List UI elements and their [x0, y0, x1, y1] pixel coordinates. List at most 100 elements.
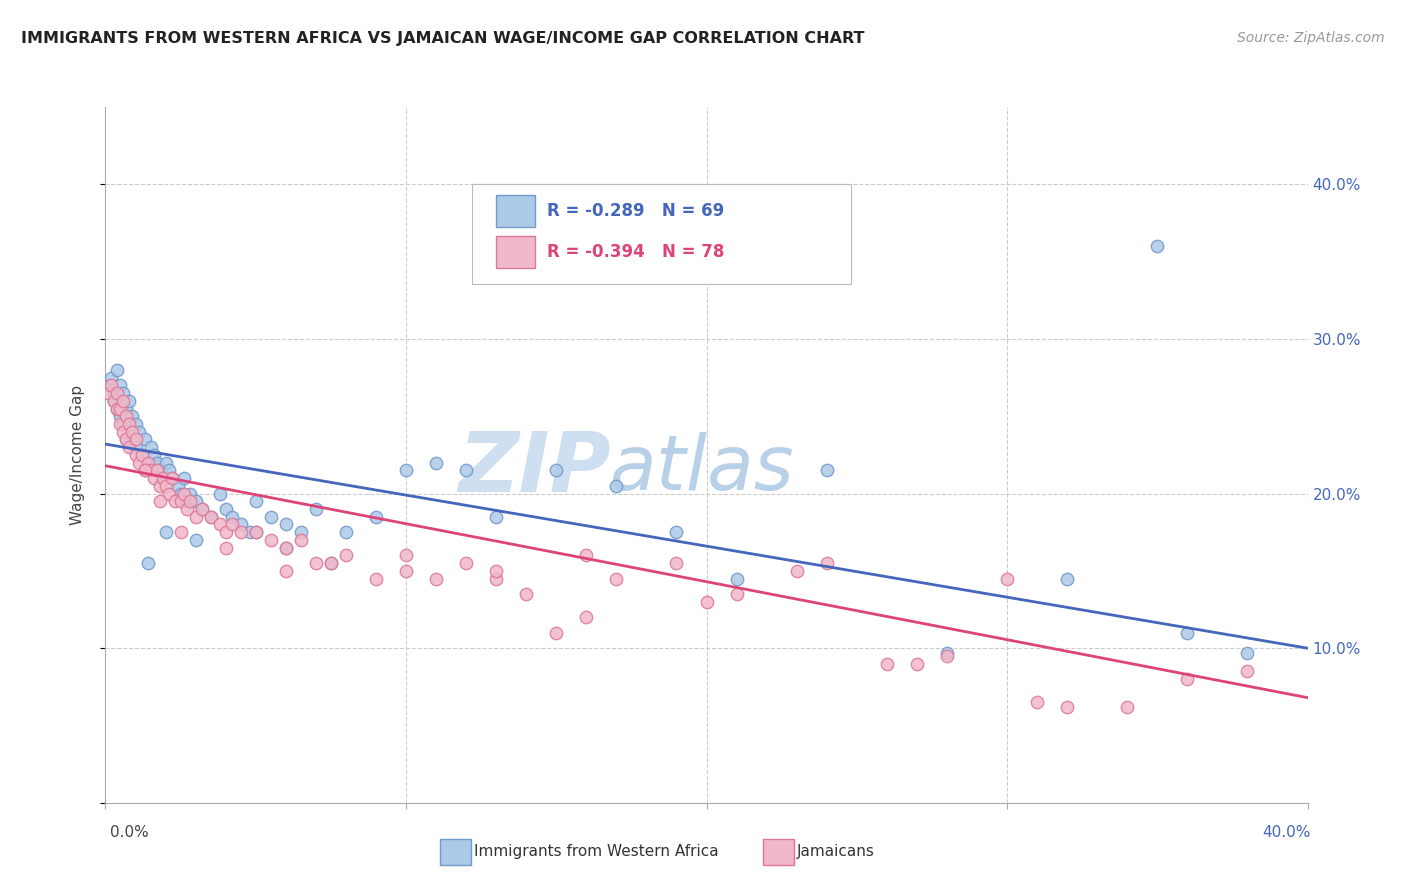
- Point: [131, 448, 153, 462]
- Point: [214, 541, 236, 555]
- Point: [157, 486, 180, 500]
- Point: [305, 502, 328, 516]
- Point: [173, 486, 195, 500]
- Point: [1146, 239, 1168, 253]
- Point: [260, 509, 283, 524]
- Point: [176, 502, 198, 516]
- Point: [425, 572, 447, 586]
- Point: [335, 525, 357, 540]
- Point: [157, 463, 180, 477]
- Point: [118, 440, 141, 454]
- FancyBboxPatch shape: [472, 184, 851, 285]
- Point: [128, 456, 150, 470]
- Point: [169, 525, 191, 540]
- Point: [725, 572, 748, 586]
- Point: [112, 417, 135, 431]
- Point: [97, 378, 120, 392]
- Point: [425, 456, 447, 470]
- Point: [169, 486, 191, 500]
- Point: [148, 494, 170, 508]
- Point: [176, 494, 198, 508]
- Point: [152, 471, 174, 485]
- Point: [274, 564, 297, 578]
- Point: [115, 433, 138, 447]
- Point: [184, 494, 207, 508]
- Point: [112, 425, 135, 439]
- Point: [936, 648, 959, 663]
- Point: [179, 494, 201, 508]
- Text: 40.0%: 40.0%: [1263, 825, 1310, 840]
- Point: [305, 556, 328, 570]
- Point: [136, 456, 159, 470]
- Point: [605, 479, 627, 493]
- Point: [136, 556, 159, 570]
- Point: [124, 417, 146, 431]
- Point: [995, 572, 1018, 586]
- Point: [575, 610, 598, 624]
- Point: [290, 525, 312, 540]
- Point: [485, 564, 508, 578]
- Point: [155, 479, 177, 493]
- Point: [214, 525, 236, 540]
- Point: [229, 517, 252, 532]
- Point: [103, 393, 125, 408]
- Point: [152, 471, 174, 485]
- Point: [239, 525, 262, 540]
- Point: [221, 509, 243, 524]
- Point: [118, 393, 141, 408]
- Point: [575, 549, 598, 563]
- Point: [485, 572, 508, 586]
- Point: [1026, 695, 1049, 709]
- Point: [173, 471, 195, 485]
- Text: atlas: atlas: [610, 432, 794, 506]
- Point: [160, 471, 183, 485]
- Point: [112, 393, 135, 408]
- Point: [110, 378, 132, 392]
- Point: [290, 533, 312, 547]
- Point: [110, 417, 132, 431]
- Text: ZIP: ZIP: [458, 428, 610, 509]
- FancyBboxPatch shape: [496, 194, 534, 227]
- Point: [128, 425, 150, 439]
- Point: [163, 494, 186, 508]
- Point: [454, 463, 477, 477]
- Point: [139, 463, 162, 477]
- Point: [1175, 672, 1198, 686]
- Point: [103, 393, 125, 408]
- Point: [335, 549, 357, 563]
- Point: [139, 440, 162, 454]
- Point: [160, 471, 183, 485]
- Point: [319, 556, 342, 570]
- Point: [395, 549, 418, 563]
- Point: [124, 448, 146, 462]
- Point: [124, 433, 146, 447]
- Point: [905, 657, 928, 671]
- Point: [876, 657, 898, 671]
- Point: [107, 401, 129, 416]
- Text: 0.0%: 0.0%: [110, 825, 149, 840]
- Point: [134, 463, 156, 477]
- Point: [395, 463, 418, 477]
- Point: [274, 541, 297, 555]
- Point: [184, 533, 207, 547]
- Point: [121, 425, 143, 439]
- Point: [1116, 700, 1139, 714]
- Point: [142, 471, 165, 485]
- Point: [107, 401, 129, 416]
- Point: [100, 378, 122, 392]
- Text: Jamaicans: Jamaicans: [797, 845, 875, 859]
- Point: [200, 509, 222, 524]
- Text: R = -0.394   N = 78: R = -0.394 N = 78: [547, 244, 724, 261]
- Point: [605, 572, 627, 586]
- Point: [485, 509, 508, 524]
- Point: [134, 433, 156, 447]
- Point: [155, 525, 177, 540]
- Point: [815, 556, 838, 570]
- FancyBboxPatch shape: [496, 236, 534, 268]
- Text: IMMIGRANTS FROM WESTERN AFRICA VS JAMAICAN WAGE/INCOME GAP CORRELATION CHART: IMMIGRANTS FROM WESTERN AFRICA VS JAMAIC…: [21, 31, 865, 46]
- Point: [139, 463, 162, 477]
- Point: [118, 417, 141, 431]
- Point: [142, 448, 165, 462]
- Point: [515, 587, 537, 601]
- Point: [190, 502, 212, 516]
